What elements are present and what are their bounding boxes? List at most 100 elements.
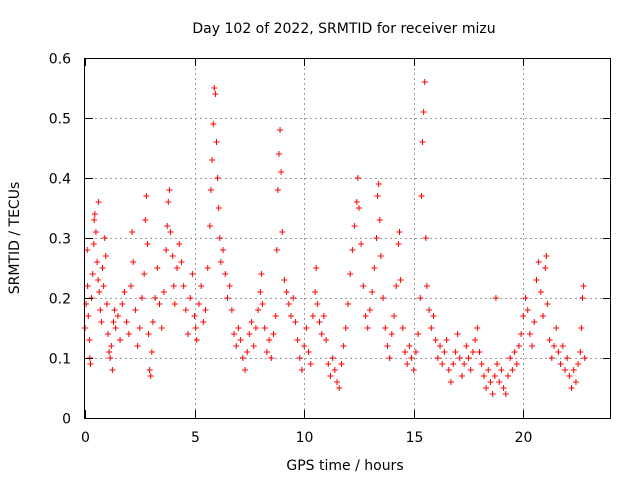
data-point: [154, 265, 161, 271]
data-point: [412, 349, 419, 355]
data-point: [494, 361, 501, 367]
data-point: [167, 229, 174, 235]
data-point: [147, 373, 154, 379]
data-point: [448, 379, 455, 385]
data-point: [182, 307, 189, 313]
data-point: [561, 367, 568, 373]
data-point: [222, 271, 229, 277]
data-point: [106, 349, 113, 355]
x-tick-label: 5: [191, 430, 200, 446]
data-point: [474, 325, 481, 331]
data-point: [391, 313, 398, 319]
data-point: [165, 199, 172, 205]
data-point: [277, 127, 284, 133]
data-point: [428, 325, 435, 331]
y-tick-label: 0: [62, 412, 71, 428]
data-point: [369, 289, 376, 295]
data-point: [358, 241, 365, 247]
data-point: [285, 301, 292, 307]
data-point: [216, 235, 223, 241]
data-point: [364, 325, 371, 331]
data-point: [529, 343, 536, 349]
data-point: [421, 79, 428, 85]
data-point: [170, 283, 177, 289]
data-point: [423, 283, 430, 289]
data-point: [192, 325, 199, 331]
data-point: [158, 325, 165, 331]
data-point: [382, 325, 389, 331]
y-tick-label: 0.3: [49, 232, 71, 248]
data-point: [432, 337, 439, 343]
data-point: [312, 289, 319, 295]
data-point: [233, 343, 240, 349]
data-point: [128, 283, 135, 289]
data-point: [349, 247, 356, 253]
data-point: [362, 313, 369, 319]
data-point: [463, 343, 470, 349]
data-point: [279, 229, 286, 235]
data-point: [261, 325, 268, 331]
data-point: [316, 319, 323, 325]
data-point: [520, 313, 527, 319]
data-point: [351, 223, 358, 229]
data-point: [134, 343, 141, 349]
data-point: [329, 355, 336, 361]
x-tick-label: 0: [81, 430, 90, 446]
data-point: [89, 271, 96, 277]
data-point: [314, 301, 321, 307]
data-point: [559, 343, 566, 349]
data-point: [483, 385, 490, 391]
data-point: [239, 355, 246, 361]
data-point: [148, 349, 155, 355]
data-point: [250, 343, 257, 349]
data-point: [439, 361, 446, 367]
data-point: [171, 301, 178, 307]
data-point: [193, 337, 200, 343]
data-point: [231, 331, 238, 337]
data-point: [579, 295, 586, 301]
data-point: [568, 385, 575, 391]
data-point: [208, 187, 215, 193]
data-point: [454, 331, 461, 337]
data-point: [327, 373, 334, 379]
data-point: [213, 139, 220, 145]
data-point: [375, 181, 382, 187]
data-point: [376, 217, 383, 223]
data-point: [303, 325, 310, 331]
data-point: [105, 331, 112, 337]
data-point: [90, 241, 97, 247]
data-point: [535, 259, 542, 265]
data-point: [202, 307, 209, 313]
data-point: [294, 337, 301, 343]
data-point: [206, 223, 213, 229]
data-point: [360, 283, 367, 289]
data-point: [217, 259, 224, 265]
data-point: [537, 289, 544, 295]
data-point: [95, 277, 102, 283]
data-point: [255, 307, 262, 313]
data-point: [408, 355, 415, 361]
data-point: [290, 295, 297, 301]
data-point: [109, 367, 116, 373]
data-point: [548, 355, 555, 361]
data-point: [274, 187, 281, 193]
data-point: [141, 271, 148, 277]
data-point: [91, 217, 98, 223]
data-point: [338, 361, 345, 367]
data-point: [406, 343, 413, 349]
data-point: [434, 355, 441, 361]
data-points: [82, 79, 588, 397]
data-point: [296, 355, 303, 361]
data-point: [275, 151, 282, 157]
data-point: [578, 325, 585, 331]
data-point: [441, 349, 448, 355]
y-tick-label: 0.1: [49, 352, 71, 368]
x-tick-label: 15: [406, 430, 424, 446]
data-point: [347, 271, 354, 277]
data-point: [270, 331, 277, 337]
data-point: [92, 229, 99, 235]
data-point: [452, 349, 459, 355]
data-point: [176, 241, 183, 247]
data-point: [198, 283, 205, 289]
data-point: [121, 289, 128, 295]
